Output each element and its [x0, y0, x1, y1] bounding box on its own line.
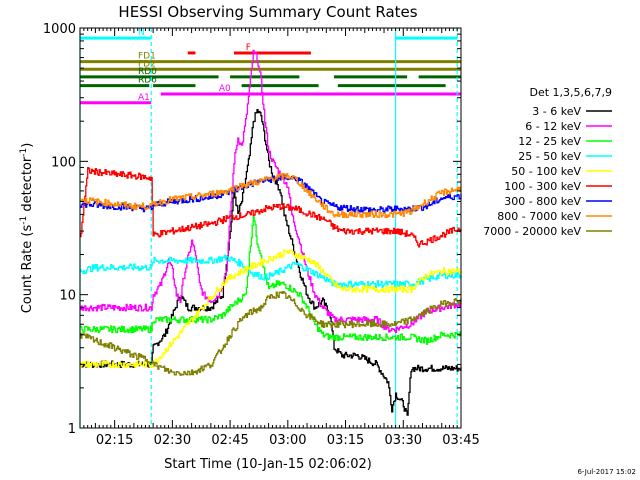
flag-label-n: N	[138, 28, 145, 38]
x-axis-label: Start Time (10-Jan-15 02:06:02)	[164, 457, 372, 472]
y-tick-label: 1	[68, 422, 76, 437]
x-tick-label: 02:30	[154, 433, 191, 448]
flag-label-fd2: FD2	[138, 59, 156, 69]
y-label-part-3: )	[20, 143, 35, 148]
series-4-line	[80, 254, 462, 288]
flag-label-a0: A0	[219, 84, 231, 94]
axes: 1 10 100 1000 02:15 02:30 02:45 03:00 03:15 03:30…	[43, 22, 480, 448]
y-label-sup-1: -1	[19, 216, 29, 225]
y-tick-label: 100	[51, 155, 76, 170]
legend-label-5: 50 - 100 keV	[511, 165, 581, 178]
flag-label-a1: A1	[138, 93, 150, 103]
state-change-lines	[79, 28, 458, 428]
legend-label-7: 300 - 800 keV	[504, 195, 581, 208]
legend-label-4: 25 - 50 keV	[518, 150, 581, 163]
series-5-line	[80, 249, 462, 369]
flag-label-f: F	[246, 43, 251, 53]
x-tick-label: 03:00	[269, 433, 306, 448]
legend-label-8: 800 - 7000 keV	[497, 210, 581, 223]
legend-label-2: 6 - 12 keV	[525, 120, 581, 133]
x-tick-label: 02:15	[96, 433, 133, 448]
x-tick-label: 02:45	[211, 433, 248, 448]
series-3-line	[80, 216, 462, 345]
y-label-part-1: Count Rate (s	[20, 225, 35, 314]
legend: Det 1,3,5,6,7,9 3 - 6 keV 6 - 12 keV 12 - …	[483, 86, 612, 238]
legend-label-1: 3 - 6 keV	[532, 105, 581, 118]
y-axis-label: Count Rate (s-1 detector-1)	[19, 143, 35, 314]
y-tick-label: 1000	[43, 22, 76, 37]
series-6-line	[80, 167, 462, 248]
data-series	[80, 49, 462, 416]
y-label-sup-2: -1	[19, 148, 29, 157]
x-tick-label: 03:30	[385, 433, 422, 448]
generation-date: 6-Jul-2017 15:02	[577, 468, 636, 476]
x-tick-label: 03:45	[442, 433, 479, 448]
series-8-line	[80, 172, 462, 219]
series-7-line	[80, 173, 462, 214]
series-2-line	[80, 49, 462, 333]
plot-frame	[79, 27, 462, 429]
series-9-line	[80, 290, 462, 376]
legend-title: Det 1,3,5,6,7,9	[529, 86, 612, 99]
flag-label-fd1: FD1	[138, 52, 156, 62]
y-label-part-2: detector	[20, 156, 35, 216]
legend-label-6: 100 - 300 keV	[504, 180, 581, 193]
flag-label-rd0: RD0	[138, 67, 157, 77]
chart-title: HESSI Observing Summary Count Rates	[118, 3, 417, 21]
legend-label-3: 12 - 25 keV	[518, 135, 581, 148]
flag-label-rd6: RD6	[138, 76, 157, 86]
x-tick-label: 03:15	[327, 433, 364, 448]
legend-label-9: 7000 - 20000 keV	[483, 225, 581, 238]
y-tick-label: 10	[59, 289, 76, 304]
